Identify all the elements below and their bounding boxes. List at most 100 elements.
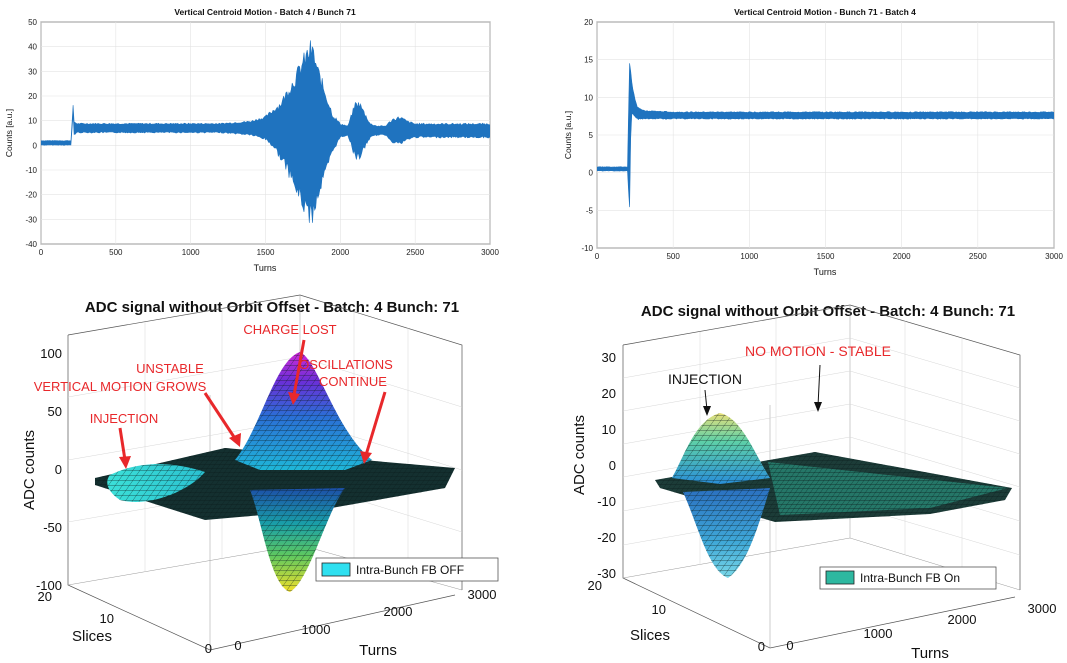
y-tick-label: 50 bbox=[28, 18, 37, 27]
legend-box bbox=[819, 566, 997, 590]
x-tick-labels: 0 1000 2000 3000 bbox=[234, 587, 496, 653]
z-tick-label: 30 bbox=[602, 350, 616, 365]
y-tick-label: 20 bbox=[584, 18, 593, 27]
z-tick-label: 10 bbox=[602, 422, 616, 437]
x-tick-label: 1000 bbox=[182, 248, 200, 257]
x-tick-label: 2000 bbox=[948, 612, 977, 627]
annotation-injection: INJECTION bbox=[90, 411, 159, 426]
y-tick-label: 10 bbox=[100, 611, 114, 626]
chart-bottom-left-surface: ADC signal without Orbit Offset - Batch:… bbox=[21, 294, 499, 659]
annotations: NO MOTION - STABLE INJECTION bbox=[668, 343, 891, 387]
z-tick-label: -10 bbox=[597, 494, 616, 509]
x-tick-label: 1000 bbox=[302, 622, 331, 637]
y-tick-label: 0 bbox=[758, 639, 765, 654]
annotations: CHARGE LOST UNSTABLE VERTICAL MOTION GRO… bbox=[34, 322, 393, 426]
y-tick-label: 10 bbox=[584, 93, 593, 102]
chart-top-left: 0 500 1000 1500 2000 2500 3000 -40 -30 -20 -10 0 10 2… bbox=[4, 7, 499, 273]
legend-swatch bbox=[321, 562, 351, 577]
x-tick-label: 0 bbox=[786, 638, 793, 653]
series-line bbox=[597, 63, 1054, 208]
y-tick-label: 40 bbox=[28, 43, 37, 52]
y-tick-label: 0 bbox=[33, 141, 38, 150]
z-tick-label: -100 bbox=[36, 578, 62, 593]
tick-labels: 0 500 1000 1500 2000 2500 3000 -40 -30 -20 -10 0 10 2… bbox=[25, 18, 499, 257]
legend-label: Intra-Bunch FB On bbox=[860, 571, 960, 585]
z-tick-labels: 100 50 0 -50 -100 bbox=[36, 346, 62, 593]
x-tick-label: 0 bbox=[39, 248, 44, 257]
x-axis-label: Turns bbox=[254, 263, 277, 273]
legend: Intra-Bunch FB On bbox=[819, 566, 997, 590]
x-tick-label: 2000 bbox=[893, 252, 911, 261]
chart-title: ADC signal without Orbit Offset - Batch:… bbox=[85, 299, 459, 316]
tick-labels: 0 500 1000 1500 2000 2500 3000 -10 -5 0 5 10 15 20 bbox=[581, 18, 1063, 261]
x-axis-label: Turns bbox=[359, 642, 397, 659]
legend-swatch bbox=[825, 570, 855, 585]
chart-title: Vertical Centroid Motion - Batch 4 / Bun… bbox=[174, 7, 356, 17]
y-tick-label: 20 bbox=[588, 578, 602, 593]
x-tick-label: 500 bbox=[666, 252, 680, 261]
x-axis-label: Turns bbox=[911, 645, 949, 662]
surface bbox=[655, 413, 1012, 578]
y-tick-label: -5 bbox=[586, 206, 594, 215]
chart-top-right: 0 500 1000 1500 2000 2500 3000 -10 -5 0 5 10 15 20 Ve… bbox=[563, 7, 1063, 277]
chart-title: Vertical Centroid Motion - Bunch 71 - Ba… bbox=[734, 7, 916, 17]
x-tick-label: 3000 bbox=[1045, 252, 1063, 261]
y-tick-label: -20 bbox=[25, 191, 37, 200]
y-tick-label: -30 bbox=[25, 215, 37, 224]
y-tick-label: -40 bbox=[25, 240, 37, 249]
y-tick-label: 30 bbox=[28, 67, 37, 76]
z-tick-label: 20 bbox=[602, 386, 616, 401]
x-tick-label: 0 bbox=[234, 638, 241, 653]
z-tick-label: 100 bbox=[40, 346, 62, 361]
grid-lines bbox=[596, 21, 1055, 249]
annotation-injection: INJECTION bbox=[668, 371, 742, 387]
annotation-charge-lost: CHARGE LOST bbox=[243, 322, 336, 337]
x-tick-label: 2000 bbox=[384, 604, 413, 619]
annotation-arrows bbox=[118, 339, 387, 469]
x-tick-label: 1500 bbox=[257, 248, 275, 257]
y-tick-label: 20 bbox=[38, 589, 52, 604]
grid-lines bbox=[40, 21, 491, 245]
y-tick-label: 5 bbox=[589, 131, 594, 140]
z-tick-label: -20 bbox=[597, 530, 616, 545]
z-tick-label: -50 bbox=[43, 520, 62, 535]
y-tick-label: 20 bbox=[28, 92, 37, 101]
y-tick-label: 10 bbox=[28, 117, 37, 126]
y-tick-labels: 20 10 0 bbox=[38, 589, 212, 656]
y-tick-label: -10 bbox=[581, 244, 593, 253]
x-tick-label: 2500 bbox=[406, 248, 424, 257]
y-tick-label: 15 bbox=[584, 56, 593, 65]
legend-box bbox=[315, 557, 499, 582]
z-tick-label: 0 bbox=[609, 458, 616, 473]
z-tick-label: 50 bbox=[48, 404, 62, 419]
annotation-vertical-motion: VERTICAL MOTION GROWS bbox=[34, 379, 207, 394]
z-tick-label: 0 bbox=[55, 462, 62, 477]
x-tick-label: 2500 bbox=[969, 252, 987, 261]
y-axis-label: Counts [a.u.] bbox=[4, 109, 14, 157]
annotation-oscillations: OSCILLATIONS bbox=[299, 357, 393, 372]
x-tick-label: 1000 bbox=[864, 626, 893, 641]
x-tick-label: 0 bbox=[595, 252, 600, 261]
y-tick-label: 10 bbox=[652, 602, 666, 617]
x-tick-label: 500 bbox=[109, 248, 123, 257]
annotation-unstable: UNSTABLE bbox=[136, 361, 204, 376]
chart-bottom-right-surface: ADC signal without Orbit Offset - Batch:… bbox=[571, 303, 1056, 662]
annotation-no-motion: NO MOTION - STABLE bbox=[745, 343, 891, 359]
x-tick-label: 2000 bbox=[331, 248, 349, 257]
annotation-continue: CONTINUE bbox=[319, 374, 387, 389]
x-tick-label: 1500 bbox=[817, 252, 835, 261]
z-axis-label: ADC counts bbox=[571, 415, 588, 495]
y-tick-label: 0 bbox=[589, 169, 594, 178]
y-tick-label: -10 bbox=[25, 166, 37, 175]
chart-title: ADC signal without Orbit Offset - Batch:… bbox=[641, 303, 1015, 320]
x-tick-label: 3000 bbox=[481, 248, 499, 257]
x-tick-label: 1000 bbox=[740, 252, 758, 261]
y-axis-label: Counts [a.u.] bbox=[563, 111, 573, 159]
z-tick-label: -30 bbox=[597, 566, 616, 581]
series-line bbox=[41, 40, 490, 223]
surface bbox=[95, 352, 455, 592]
annotation-arrows bbox=[703, 364, 822, 416]
legend: Intra-Bunch FB OFF bbox=[315, 557, 499, 582]
legend-label: Intra-Bunch FB OFF bbox=[356, 563, 464, 577]
